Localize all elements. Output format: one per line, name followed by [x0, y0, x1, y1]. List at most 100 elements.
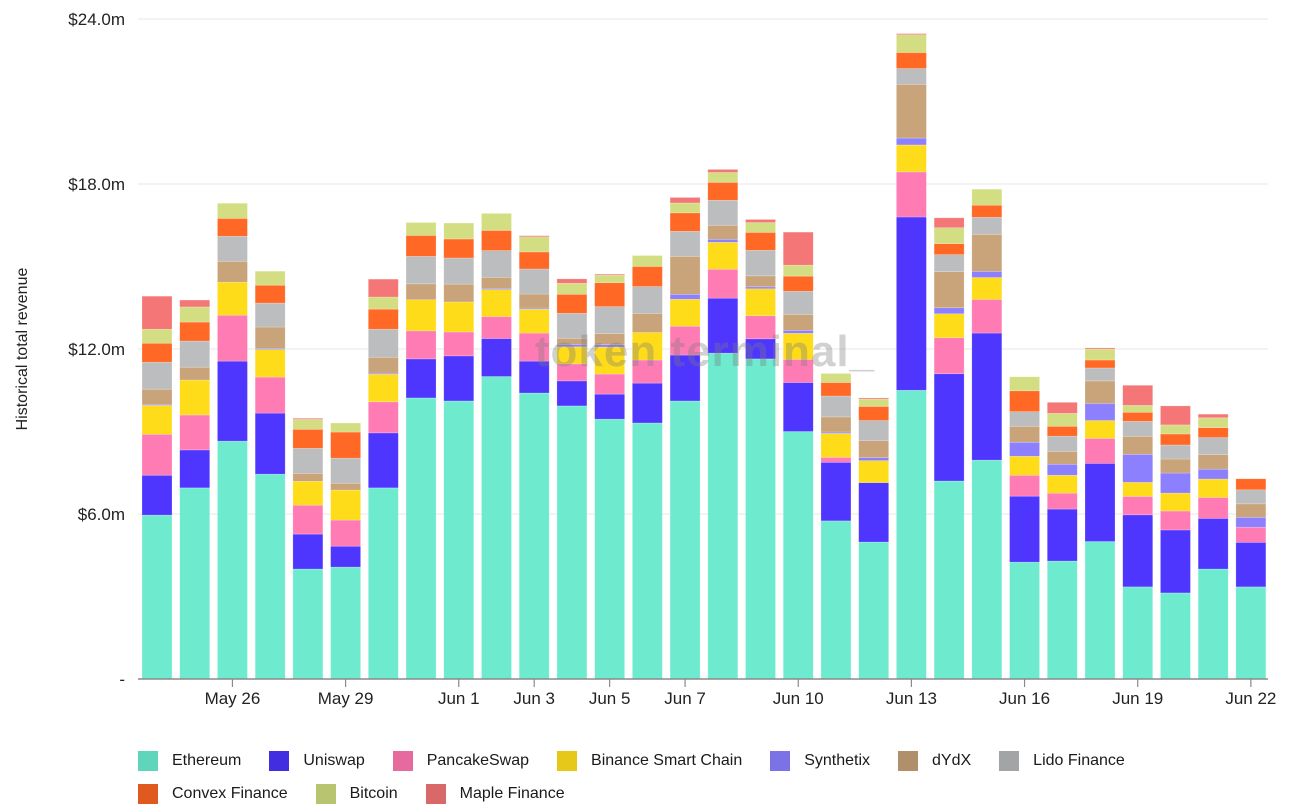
bar-segment-dydx[interactable]: [405, 283, 437, 301]
bar-segment-synthetix[interactable]: [1122, 454, 1154, 483]
bar-segment-lido-finance[interactable]: [594, 306, 625, 334]
bar-segment-lido-finance[interactable]: [217, 235, 248, 262]
bar-segment-binance-smart-chain[interactable]: [405, 299, 437, 332]
bar-segment-uniswap[interactable]: [1122, 514, 1154, 588]
bar-segment-bitcoin[interactable]: [292, 419, 324, 430]
bar-segment-uniswap[interactable]: [858, 482, 889, 543]
bar-segment-synthetix[interactable]: [556, 344, 588, 348]
bar-segment-bitcoin[interactable]: [1160, 424, 1191, 435]
bar-segment-pancakeswap[interactable]: [330, 519, 361, 547]
bar-segment-bitcoin[interactable]: [820, 373, 852, 383]
bar-segment-synthetix[interactable]: [669, 293, 701, 300]
bar-segment-dydx[interactable]: [141, 388, 173, 405]
bar-segment-dydx[interactable]: [443, 283, 475, 303]
bar-segment-maple-finance[interactable]: [1084, 347, 1116, 350]
bar-segment-lido-finance[interactable]: [669, 231, 701, 257]
bar-segment-ethereum[interactable]: [782, 431, 814, 680]
bar-segment-maple-finance[interactable]: [782, 231, 814, 266]
bar-segment-lido-finance[interactable]: [933, 254, 965, 273]
bar-segment-bitcoin[interactable]: [782, 264, 814, 277]
bar-segment-dydx[interactable]: [330, 482, 361, 491]
bar-segment-convex-finance[interactable]: [1009, 390, 1040, 412]
legend-item-convex-finance[interactable]: Convex Finance: [138, 783, 288, 804]
bar-segment-maple-finance[interactable]: [669, 197, 701, 204]
bar-segment-bitcoin[interactable]: [1009, 376, 1040, 392]
bar-segment-lido-finance[interactable]: [1122, 421, 1154, 437]
bar-segment-bitcoin[interactable]: [858, 398, 889, 407]
bar-segment-dydx[interactable]: [669, 256, 701, 295]
bar-segment-binance-smart-chain[interactable]: [141, 405, 173, 435]
legend-item-maple-finance[interactable]: Maple Finance: [425, 783, 565, 804]
bar-segment-binance-smart-chain[interactable]: [782, 333, 814, 360]
bar-segment-convex-finance[interactable]: [405, 235, 437, 257]
bar-segment-binance-smart-chain[interactable]: [858, 460, 889, 483]
bar-segment-synthetix[interactable]: [1009, 441, 1040, 457]
bar-segment-maple-finance[interactable]: [594, 273, 625, 276]
bar-segment-convex-finance[interactable]: [1046, 425, 1078, 437]
bar-segment-pancakeswap[interactable]: [933, 337, 965, 375]
legend-item-binance-smart-chain[interactable]: Binance Smart Chain: [557, 750, 742, 771]
bar-segment-convex-finance[interactable]: [632, 266, 663, 287]
bar-segment-dydx[interactable]: [858, 440, 889, 458]
bar-segment-binance-smart-chain[interactable]: [632, 332, 663, 361]
bar-segment-pancakeswap[interactable]: [1160, 510, 1191, 531]
bar-segment-uniswap[interactable]: [368, 432, 399, 489]
bar-segment-synthetix[interactable]: [707, 238, 739, 243]
bar-segment-uniswap[interactable]: [292, 533, 324, 570]
bar-segment-lido-finance[interactable]: [368, 328, 399, 358]
bar-segment-convex-finance[interactable]: [669, 212, 701, 232]
bar-segment-uniswap[interactable]: [782, 382, 814, 432]
bar-segment-lido-finance[interactable]: [1084, 367, 1116, 382]
bar-segment-ethereum[interactable]: [179, 487, 211, 680]
bar-segment-pancakeswap[interactable]: [481, 316, 512, 339]
bar-segment-uniswap[interactable]: [141, 474, 173, 516]
bar-segment-uniswap[interactable]: [217, 360, 248, 442]
bar-segment-lido-finance[interactable]: [443, 257, 475, 285]
bar-segment-lido-finance[interactable]: [556, 312, 588, 339]
bar-segment-maple-finance[interactable]: [896, 33, 927, 35]
bar-segment-lido-finance[interactable]: [254, 302, 286, 328]
bar-segment-dydx[interactable]: [1084, 380, 1116, 404]
bar-segment-bitcoin[interactable]: [179, 306, 211, 323]
bar-segment-pancakeswap[interactable]: [896, 171, 927, 218]
bar-segment-bitcoin[interactable]: [443, 222, 475, 240]
bar-segment-uniswap[interactable]: [443, 355, 475, 402]
bar-segment-pancakeswap[interactable]: [254, 376, 286, 414]
bar-segment-pancakeswap[interactable]: [1197, 497, 1229, 519]
bar-segment-convex-finance[interactable]: [820, 382, 852, 397]
bar-segment-binance-smart-chain[interactable]: [971, 277, 1003, 300]
bar-segment-lido-finance[interactable]: [292, 447, 324, 474]
bar-segment-binance-smart-chain[interactable]: [745, 288, 776, 317]
bar-segment-maple-finance[interactable]: [1160, 405, 1191, 426]
bar-segment-maple-finance[interactable]: [707, 169, 739, 173]
bar-segment-binance-smart-chain[interactable]: [669, 298, 701, 327]
bar-segment-lido-finance[interactable]: [858, 420, 889, 441]
legend-item-lido-finance[interactable]: Lido Finance: [999, 750, 1125, 771]
bar-segment-dydx[interactable]: [1160, 458, 1191, 474]
bar-segment-ethereum[interactable]: [405, 397, 437, 680]
legend-item-pancakeswap[interactable]: PancakeSwap: [392, 750, 529, 771]
bar-segment-binance-smart-chain[interactable]: [1009, 455, 1040, 476]
bar-segment-ethereum[interactable]: [1197, 568, 1229, 680]
bar-segment-pancakeswap[interactable]: [1235, 526, 1267, 543]
bar-segment-dydx[interactable]: [368, 356, 399, 374]
bar-segment-uniswap[interactable]: [971, 332, 1003, 461]
bar-segment-ethereum[interactable]: [1009, 561, 1040, 680]
bar-segment-uniswap[interactable]: [330, 545, 361, 568]
bar-segment-ethereum[interactable]: [632, 422, 663, 680]
bar-segment-convex-finance[interactable]: [858, 406, 889, 421]
bar-segment-lido-finance[interactable]: [1160, 444, 1191, 460]
bar-segment-pancakeswap[interactable]: [707, 268, 739, 299]
bar-segment-pancakeswap[interactable]: [1009, 474, 1040, 497]
bar-segment-pancakeswap[interactable]: [141, 433, 173, 476]
bar-segment-dydx[interactable]: [518, 293, 550, 309]
bar-segment-pancakeswap[interactable]: [820, 457, 852, 463]
bar-segment-pancakeswap[interactable]: [443, 331, 475, 357]
bar-segment-bitcoin[interactable]: [594, 274, 625, 284]
bar-segment-uniswap[interactable]: [896, 216, 927, 391]
bar-segment-pancakeswap[interactable]: [292, 504, 324, 535]
bar-segment-dydx[interactable]: [1046, 450, 1078, 465]
bar-segment-convex-finance[interactable]: [782, 275, 814, 292]
bar-segment-binance-smart-chain[interactable]: [707, 242, 739, 270]
bar-segment-pancakeswap[interactable]: [1046, 492, 1078, 510]
